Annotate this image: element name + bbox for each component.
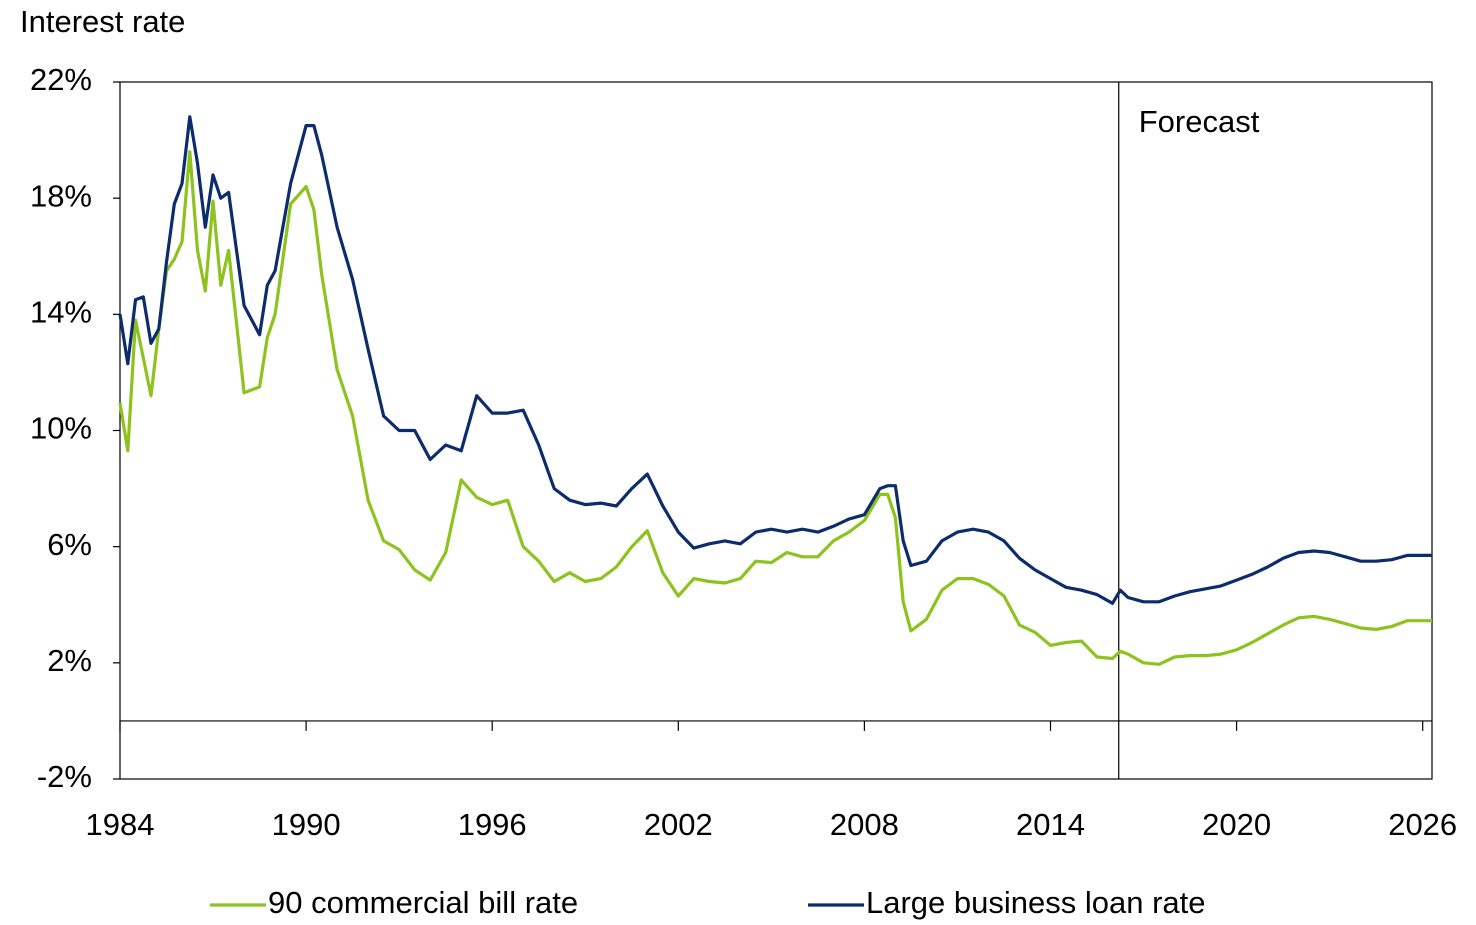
x-tick-label: 2008: [830, 807, 899, 842]
y-tick-label: 22%: [30, 62, 92, 97]
y-tick-label: 2%: [47, 643, 92, 678]
y-tick-label: 18%: [30, 178, 92, 213]
x-tick-label: 2026: [1388, 807, 1457, 842]
y-tick-label: 6%: [47, 527, 92, 562]
annotation: Forecast: [1139, 104, 1260, 139]
series-line: [118, 115, 1432, 605]
x-tick-label: 2020: [1202, 807, 1271, 842]
x-tick-label: 2002: [644, 807, 713, 842]
series-line: [118, 150, 1432, 666]
y-axis-label: Interest rate: [20, 4, 185, 39]
plot-frame: [119, 81, 1433, 780]
y-tick-label: 10%: [30, 411, 92, 446]
legend-label: Large business loan rate: [866, 885, 1206, 920]
x-tick-label: 2014: [1016, 807, 1085, 842]
x-tick-label: 1984: [86, 807, 155, 842]
y-tick-label: -2%: [37, 759, 92, 794]
x-tick-label: 1996: [458, 807, 527, 842]
y-tick-label: 14%: [30, 295, 92, 330]
legend-label: 90 commercial bill rate: [268, 885, 578, 920]
x-tick-label: 1990: [272, 807, 341, 842]
